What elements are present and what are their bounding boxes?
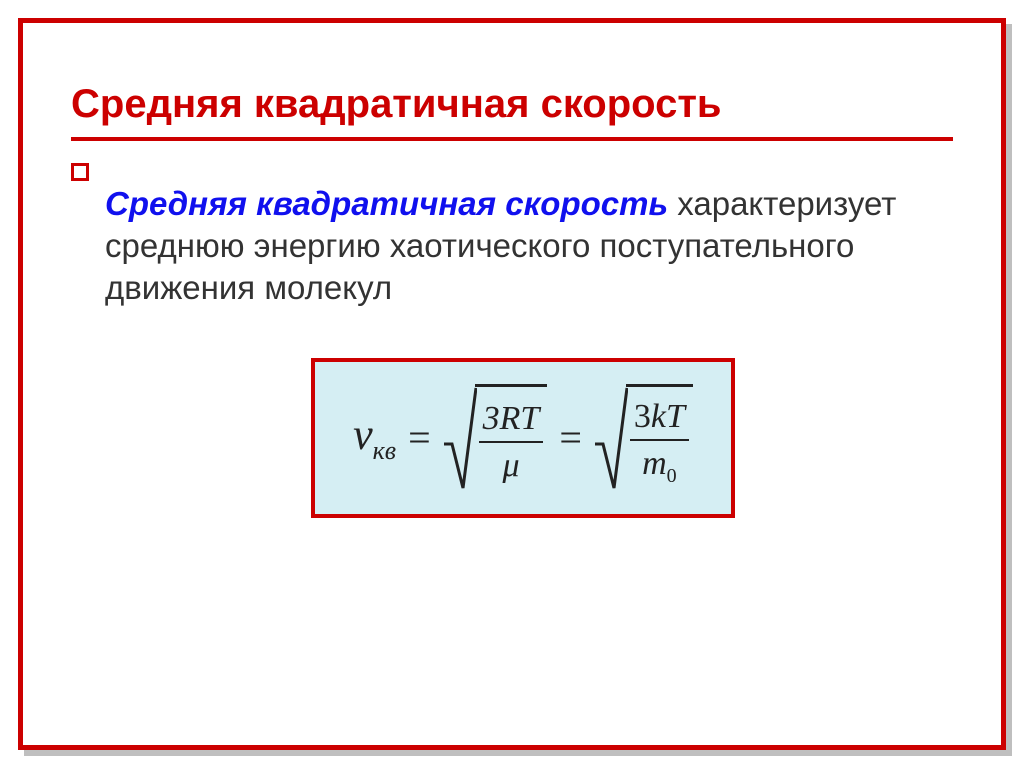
formula-lhs: vкв <box>353 409 396 466</box>
radical-icon <box>594 384 628 492</box>
fraction-2: 3kT m0 <box>630 398 689 487</box>
lead-term: Средняя квадратичная скорость <box>105 185 668 222</box>
fraction-1: 3RT μ <box>479 400 544 485</box>
radicand-2: 3kT m0 <box>626 384 693 492</box>
radical-icon <box>443 384 477 492</box>
frac2-den: m0 <box>638 445 681 487</box>
slide-title: Средняя квадратичная скорость <box>71 81 953 127</box>
body-block: Средняя квадратичная скорость характериз… <box>23 153 1001 518</box>
bullet-square-icon <box>71 163 89 181</box>
title-block: Средняя квадратичная скорость <box>23 23 1001 153</box>
frac2-bar <box>630 439 689 441</box>
frac2-num: 3kT <box>630 398 689 435</box>
equals-1: = <box>408 414 431 461</box>
radicand-1: 3RT μ <box>475 384 548 492</box>
equals-2: = <box>559 414 582 461</box>
sqrt-2: 3kT m0 <box>594 384 693 492</box>
frac1-bar <box>479 441 544 443</box>
frac1-num: 3RT <box>479 400 544 437</box>
formula-container: vкв = 3RT μ = <box>105 358 941 518</box>
lhs-sub: кв <box>373 436 396 465</box>
sqrt-1: 3RT μ <box>443 384 548 492</box>
frac1-den: μ <box>498 447 523 484</box>
slide-frame: Средняя квадратичная скорость Средняя кв… <box>18 18 1006 750</box>
lhs-var: v <box>353 410 373 459</box>
body-text: Средняя квадратичная скорость характериз… <box>105 183 941 310</box>
formula-box: vкв = 3RT μ = <box>311 358 735 518</box>
title-underline <box>71 137 953 141</box>
